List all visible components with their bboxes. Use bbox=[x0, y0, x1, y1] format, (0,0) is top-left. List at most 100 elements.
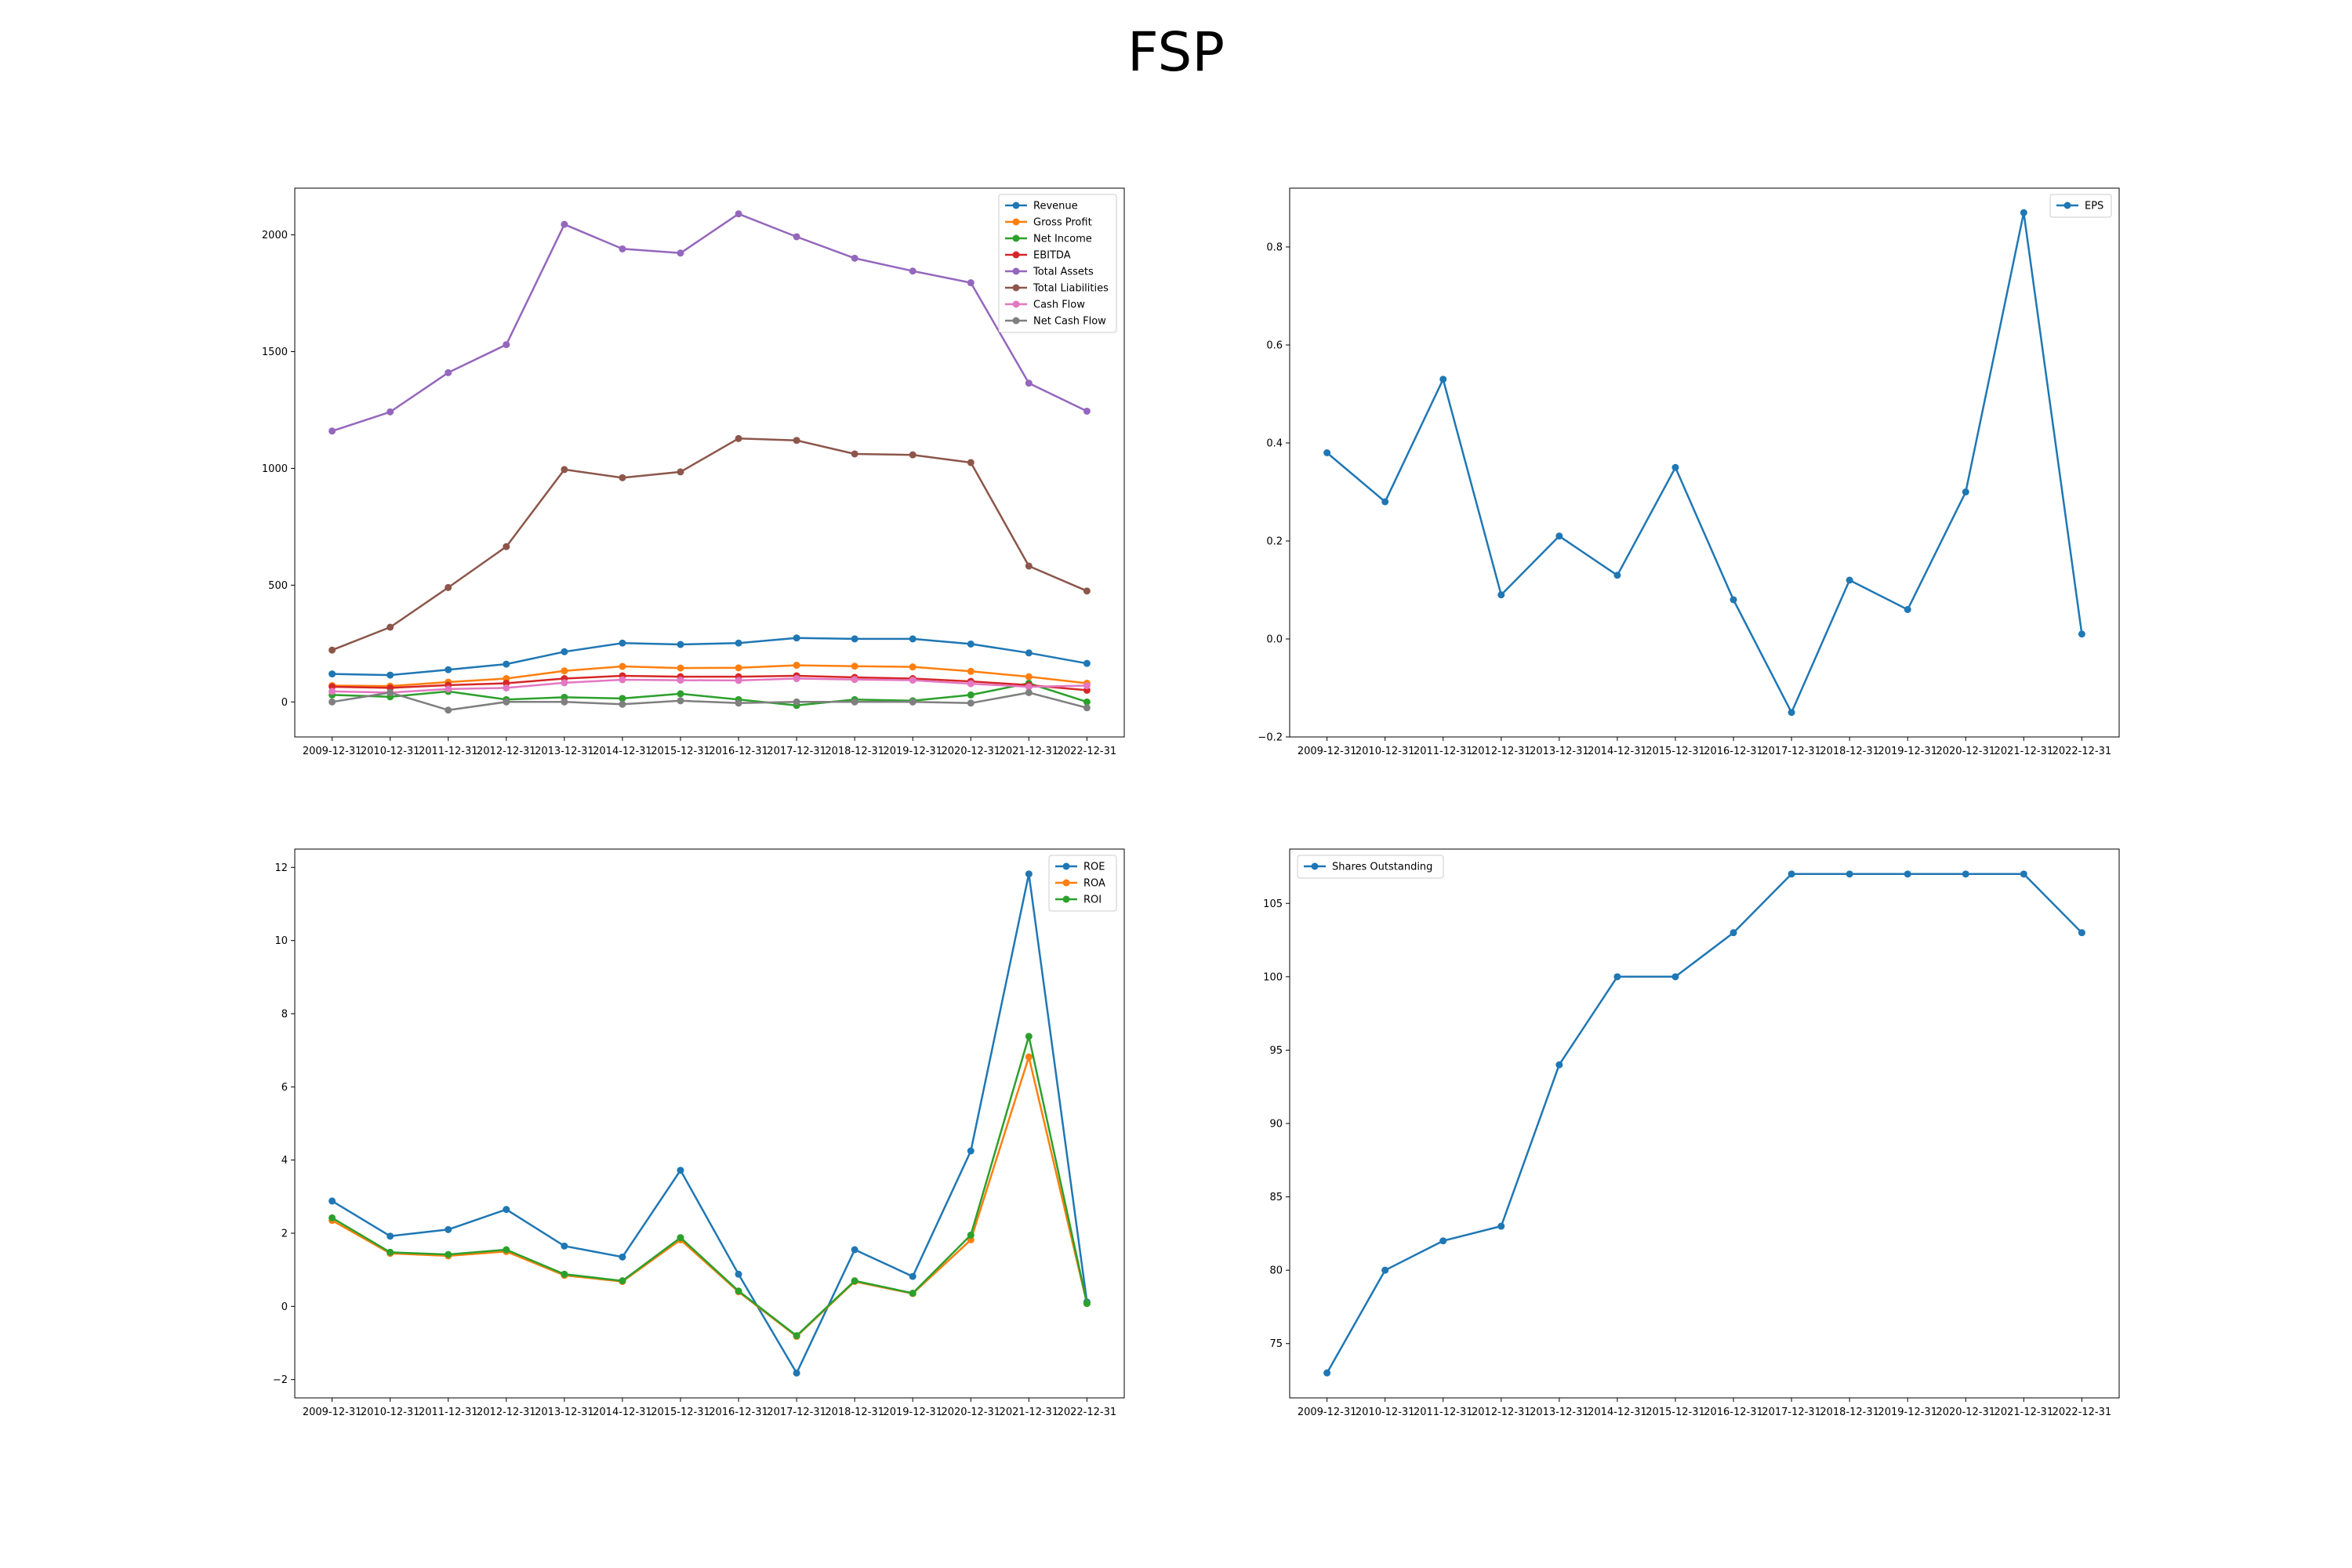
data-point bbox=[328, 1197, 336, 1205]
data-point bbox=[619, 474, 626, 481]
data-point bbox=[735, 210, 742, 218]
x-tick-label: 2014-12-31 bbox=[1588, 1406, 1647, 1418]
x-tick-label: 2015-12-31 bbox=[651, 1406, 710, 1418]
legend-swatch-marker bbox=[1311, 862, 1319, 870]
legend-box bbox=[1297, 855, 1444, 879]
data-point bbox=[967, 1231, 975, 1239]
data-point bbox=[677, 249, 684, 257]
data-point bbox=[387, 688, 394, 696]
data-point bbox=[967, 279, 975, 287]
data-point bbox=[387, 623, 394, 631]
legend-swatch-marker bbox=[1012, 300, 1020, 308]
series-cash-flow bbox=[328, 675, 1091, 696]
x-tick-label: 2014-12-31 bbox=[1588, 746, 1647, 757]
y-tick-label: 1000 bbox=[262, 463, 288, 475]
x-tick-label: 2022-12-31 bbox=[1058, 1406, 1117, 1418]
x-tick-label: 2016-12-31 bbox=[1704, 746, 1763, 757]
data-point bbox=[503, 341, 510, 349]
data-point bbox=[851, 254, 858, 262]
data-point bbox=[851, 698, 858, 706]
legend-entry-total-liabilities: Total Liabilities bbox=[1005, 283, 1109, 295]
x-tick-label: 2013-12-31 bbox=[1530, 1406, 1589, 1418]
data-point bbox=[793, 1369, 800, 1377]
y-tick-label: 10 bbox=[274, 935, 288, 947]
x-tick-label: 2022-12-31 bbox=[2053, 1406, 2112, 1418]
y-tick-label: 0.0 bbox=[1266, 634, 1283, 646]
data-point bbox=[1323, 1369, 1331, 1377]
data-point bbox=[909, 1272, 916, 1280]
y-tick-label: 2 bbox=[281, 1229, 288, 1240]
x-tick-label: 2016-12-31 bbox=[709, 746, 768, 757]
data-point bbox=[1083, 407, 1091, 415]
data-point bbox=[677, 641, 684, 648]
data-point bbox=[1025, 379, 1033, 387]
data-point bbox=[1497, 591, 1505, 599]
legend-entry-roa: ROA bbox=[1055, 878, 1105, 890]
y-tick-label: 80 bbox=[1269, 1265, 1283, 1277]
y-tick-label: 0.6 bbox=[1266, 340, 1283, 352]
y-tick-label: 90 bbox=[1269, 1119, 1283, 1131]
data-point bbox=[619, 639, 626, 647]
x-tick-label: 2018-12-31 bbox=[825, 746, 884, 757]
data-point bbox=[851, 635, 858, 643]
data-point bbox=[387, 408, 394, 416]
legend: Shares Outstanding bbox=[1297, 855, 1444, 879]
data-point bbox=[967, 1147, 975, 1155]
data-point bbox=[677, 690, 684, 698]
x-tick-label: 2009-12-31 bbox=[1298, 746, 1357, 757]
data-point bbox=[793, 437, 800, 445]
data-point bbox=[1025, 673, 1033, 681]
series-line bbox=[331, 212, 1088, 433]
x-tick-label: 2017-12-31 bbox=[1762, 1406, 1821, 1418]
legend-label: Net Income bbox=[1033, 234, 1092, 245]
data-point bbox=[503, 684, 510, 691]
x-tick-label: 2013-12-31 bbox=[535, 1406, 594, 1418]
data-point bbox=[793, 698, 800, 706]
x-tick-label: 2010-12-31 bbox=[1356, 1406, 1415, 1418]
legend-label: Revenue bbox=[1033, 201, 1078, 212]
legend-entry-eps: EPS bbox=[2056, 201, 2103, 212]
data-point bbox=[1788, 870, 1795, 878]
legend-entry-net-cash-flow: Net Cash Flow bbox=[1005, 316, 1106, 328]
y-tick-label: 95 bbox=[1269, 1045, 1283, 1057]
data-point bbox=[1025, 683, 1033, 691]
x-tick-label: 2017-12-31 bbox=[1762, 746, 1821, 757]
data-point bbox=[561, 1242, 568, 1250]
data-point bbox=[677, 468, 684, 476]
series-shares-outstanding bbox=[1323, 870, 2085, 1377]
data-point bbox=[677, 1234, 684, 1242]
data-point bbox=[967, 680, 975, 688]
data-point bbox=[677, 664, 684, 672]
data-point bbox=[1846, 576, 1853, 584]
legend-entry-gross-profit: Gross Profit bbox=[1005, 217, 1092, 229]
x-tick-label: 2014-12-31 bbox=[593, 746, 652, 757]
chart-panels: 05001000150020002009-12-312010-12-312011… bbox=[262, 187, 2120, 1418]
x-tick-label: 2009-12-31 bbox=[303, 1406, 362, 1418]
legend-swatch-marker bbox=[1012, 284, 1020, 292]
data-point bbox=[909, 1290, 916, 1298]
data-point bbox=[328, 427, 336, 435]
data-point bbox=[1962, 488, 1969, 495]
series-line bbox=[331, 682, 1088, 707]
series-line bbox=[331, 677, 1088, 694]
data-point bbox=[967, 691, 975, 699]
x-tick-label: 2012-12-31 bbox=[1472, 746, 1531, 757]
x-tick-label: 2019-12-31 bbox=[883, 746, 942, 757]
x-tick-label: 2017-12-31 bbox=[767, 1406, 826, 1418]
y-tick-label: 1500 bbox=[262, 347, 288, 358]
legend-box bbox=[998, 194, 1117, 333]
legend-label: EPS bbox=[2085, 201, 2103, 212]
data-point bbox=[909, 663, 916, 671]
data-point bbox=[735, 1287, 742, 1295]
legend: Revenue Gross Profit Net Income EBITDA Total… bbox=[998, 194, 1117, 333]
legend-label: Total Assets bbox=[1033, 267, 1094, 278]
series-line bbox=[331, 437, 1088, 652]
x-tick-label: 2021-12-31 bbox=[1000, 746, 1059, 757]
data-point bbox=[445, 1225, 452, 1233]
data-point bbox=[387, 1248, 394, 1256]
data-point bbox=[1083, 587, 1091, 595]
data-point bbox=[328, 698, 336, 706]
data-point bbox=[619, 695, 626, 702]
x-tick-label: 2010-12-31 bbox=[361, 1406, 420, 1418]
